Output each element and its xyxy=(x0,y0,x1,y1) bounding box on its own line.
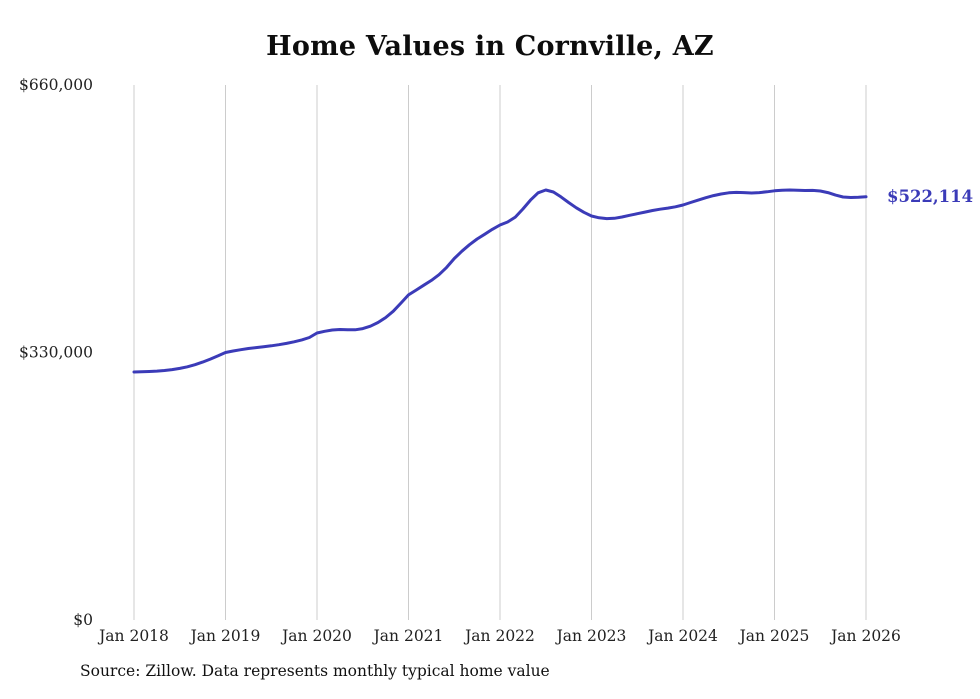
y-tick-label: $330,000 xyxy=(19,344,93,362)
x-tick-label: Jan 2019 xyxy=(189,627,261,645)
x-tick-label: Jan 2018 xyxy=(97,627,169,645)
home-values-line-chart: Jan 2018 Jan 2019 Jan 2020 Jan 2021 Jan 2022… xyxy=(19,76,973,645)
y-tick-label: $660,000 xyxy=(19,76,93,94)
x-tick-label: Jan 2022 xyxy=(463,627,535,645)
x-tick-label: Jan 2026 xyxy=(829,627,901,645)
home-value-line xyxy=(132,188,868,374)
x-tick-label: Jan 2025 xyxy=(738,627,810,645)
source-note: Source: Zillow. Data represents monthly … xyxy=(80,662,550,680)
x-tick-label: Jan 2024 xyxy=(646,627,718,645)
x-tick-label: Jan 2020 xyxy=(280,627,352,645)
y-tick-label: $0 xyxy=(73,611,93,629)
x-tick-label: Jan 2021 xyxy=(372,627,444,645)
x-tick-label: Jan 2023 xyxy=(555,627,627,645)
end-value-label: $522,114 xyxy=(887,187,973,206)
chart-title: Home Values in Cornville, AZ xyxy=(266,31,714,62)
